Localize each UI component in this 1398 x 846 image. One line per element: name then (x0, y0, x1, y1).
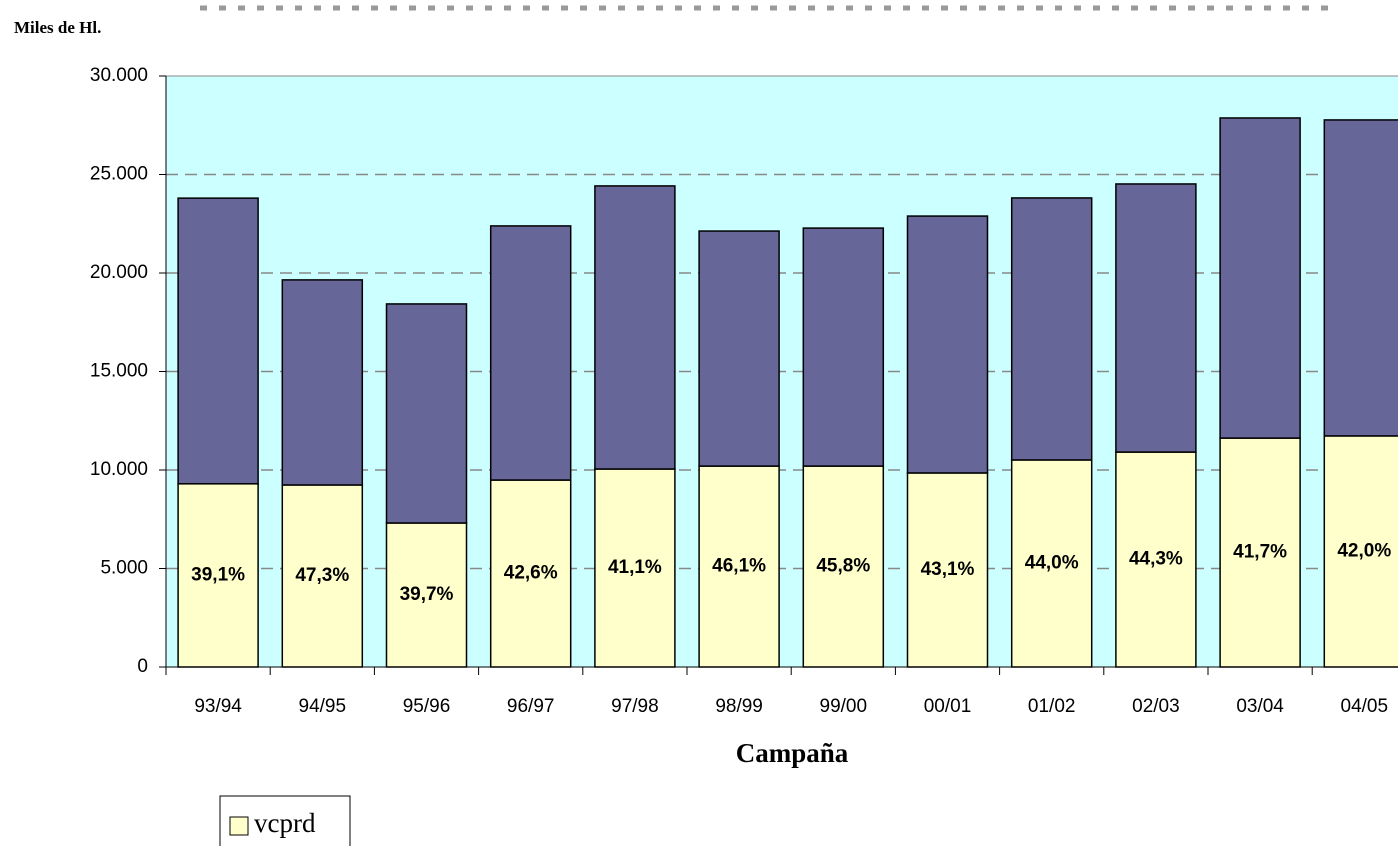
share-label: 44,3% (1129, 549, 1183, 570)
bar-segment (1010, 197, 1093, 461)
y-tick-label: 20.000 (90, 262, 148, 283)
share-label: 41,1% (608, 557, 662, 578)
share-label: 42,6% (504, 563, 558, 584)
bar-segment (177, 197, 259, 485)
bar-segment (594, 468, 676, 668)
x-axis-label: Campaña (736, 738, 849, 768)
bar-segment (385, 303, 468, 524)
share-label: 41,7% (1233, 542, 1287, 563)
share-label: 47,3% (295, 565, 349, 586)
bar-segment (489, 479, 572, 668)
x-tick-label: 01/02 (1028, 696, 1076, 717)
bar-segment (177, 483, 259, 668)
bar-segment (1115, 451, 1197, 668)
y-tick-label: 25.000 (90, 164, 148, 185)
y-tick-label: 10.000 (90, 459, 148, 480)
share-label: 43,1% (921, 559, 975, 580)
y-tick-label: 15.000 (90, 361, 148, 382)
bar-segment (594, 185, 676, 470)
bar-segment (1323, 119, 1398, 437)
bar-segment (698, 230, 780, 467)
x-tick-label: 97/98 (611, 696, 659, 717)
bar-segment (1323, 435, 1398, 668)
share-label: 44,0% (1025, 552, 1079, 573)
x-tick-label: 94/95 (299, 696, 347, 717)
y-tick-label: 30.000 (90, 65, 148, 86)
y-tick-label: 5.000 (100, 558, 148, 579)
x-tick-label: 00/01 (924, 696, 972, 717)
bar-segment (802, 227, 885, 467)
x-tick-label: 96/97 (507, 696, 555, 717)
legend-swatch (229, 816, 249, 836)
bar-segment (489, 225, 572, 481)
bar-segment (1010, 459, 1093, 668)
x-tick-label: 03/04 (1236, 696, 1284, 717)
x-tick-label: 04/05 (1341, 696, 1389, 717)
share-label: 39,1% (191, 564, 245, 585)
bar-segment (1219, 437, 1301, 668)
share-label: 46,1% (712, 556, 766, 577)
share-label: 42,0% (1337, 540, 1391, 561)
bar-segment (802, 465, 885, 668)
bar-segment (385, 522, 468, 668)
share-label: 39,7% (400, 584, 454, 605)
bar-segment (1115, 183, 1197, 453)
y-axis-label: Miles de Hl. (14, 18, 101, 37)
bar-segment (906, 215, 989, 474)
x-tick-label: 99/00 (820, 696, 868, 717)
x-tick-label: 93/94 (194, 696, 242, 717)
share-label: 45,8% (816, 556, 870, 577)
y-tick-label: 0 (137, 656, 148, 677)
x-tick-label: 95/96 (403, 696, 451, 717)
x-tick-label: 98/99 (715, 696, 763, 717)
x-tick-label: 02/03 (1132, 696, 1180, 717)
legend-label: vcprd (254, 808, 316, 838)
bar-segment (281, 484, 364, 668)
bar-segment (1219, 117, 1301, 439)
bar-segment (698, 465, 780, 668)
bar-segment (281, 279, 364, 486)
